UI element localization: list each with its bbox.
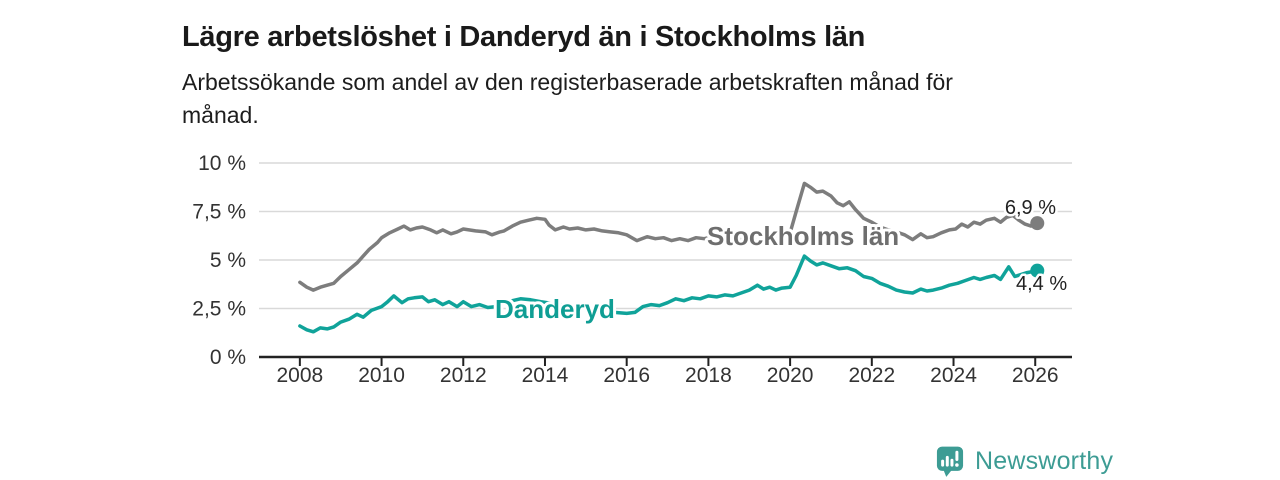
y-tick-label: 5 %	[210, 249, 246, 272]
x-tick-label: 2016	[603, 364, 650, 387]
y-tick-label: 7,5 %	[192, 201, 246, 224]
end-value-stockholms-lan: 6,9 %	[1005, 197, 1056, 219]
newsworthy-logo-text: Newsworthy	[975, 447, 1114, 475]
x-tick-label: 2026	[1012, 364, 1059, 387]
series-label-stockholms-lan: Stockholms län	[707, 221, 899, 251]
x-tick-label: 2022	[848, 364, 895, 387]
x-tick-label: 2020	[767, 364, 814, 387]
subtitle-line-2: månad.	[182, 102, 259, 128]
end-value-danderyd: 4,4 %	[1016, 273, 1067, 295]
series-inline-labels: Stockholms län Danderyd	[492, 218, 902, 327]
y-tick-label: 10 %	[198, 152, 246, 175]
x-tick-label: 2024	[930, 364, 977, 387]
chart-subtitle: Arbetssökande som andel av den registerb…	[182, 66, 953, 132]
x-tick-label: 2012	[440, 364, 487, 387]
y-tick-label: 2,5 %	[192, 298, 246, 321]
x-tick-label: 2010	[358, 364, 405, 387]
x-tick-label: 2008	[276, 364, 323, 387]
newsworthy-logo: Newsworthy	[936, 445, 1113, 478]
series-label-danderyd: Danderyd	[495, 294, 615, 324]
x-axis: 2008 2010 2012 2014 2016 2018 2020 2022 2024 2026	[259, 355, 1072, 387]
data-series	[298, 181, 1045, 334]
series-end-dot-danderyd	[1030, 263, 1045, 278]
page-title: Lägre arbetslöshet i Danderyd än i Stock…	[182, 21, 866, 54]
y-tick-label: 0 %	[210, 346, 246, 369]
series-line-stockholms-län	[298, 181, 1040, 292]
newsworthy-speech-bubble-icon	[936, 446, 964, 477]
y-axis-labels: 0 % 2,5 % 5 % 7,5 % 10 %	[192, 152, 246, 369]
subtitle-line-1: Arbetssökande som andel av den registerb…	[182, 69, 953, 95]
x-tick-label: 2018	[685, 364, 732, 387]
gridlines	[259, 162, 1072, 310]
series-end-dot-stockholms-län	[1030, 216, 1045, 231]
series-line-danderyd	[298, 254, 1040, 334]
x-tick-label: 2014	[522, 364, 569, 387]
end-value-labels: 6,9 % 4,4 %	[1002, 195, 1070, 298]
